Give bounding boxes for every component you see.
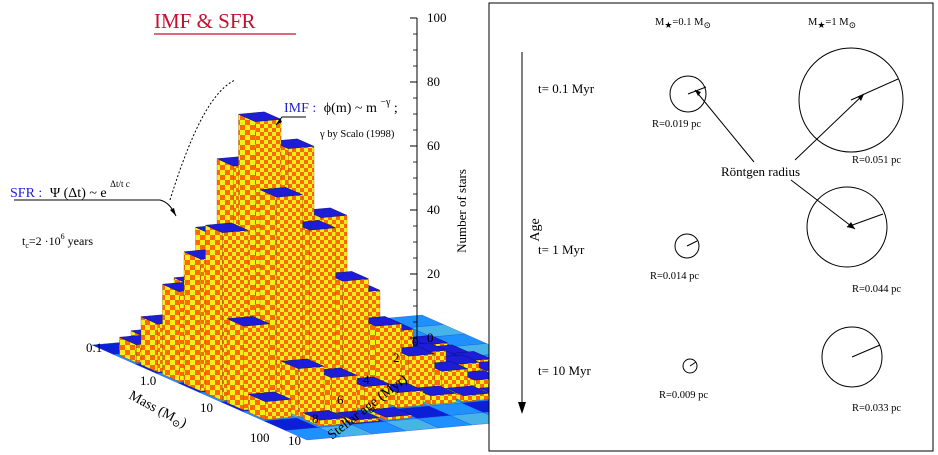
circle-large-10myr (821, 326, 883, 388)
z-tick-label: 0 (427, 330, 434, 345)
age-tick-label: 4 (363, 372, 370, 387)
age-tick-label: 8 (312, 411, 319, 426)
circle-small-1myr (674, 233, 700, 259)
age-tick-label: 0 (412, 334, 419, 349)
histogram-bar (412, 385, 457, 405)
radius-label-small-1myr: R=0.014 pc (650, 271, 699, 282)
roentgen-panel: M★=0.1 M⊙ M★=1 M⊙ Age t= 0.1 Myr t= 1 My… (488, 2, 934, 452)
histogram-bar (247, 391, 292, 420)
imf-prefix: IMF : (284, 101, 316, 116)
age-tick-label: 6 (337, 392, 344, 407)
z-axis-ticks: 0 20 40 60 80 100 (410, 10, 447, 345)
mass-tick-label: 100 (250, 430, 270, 445)
z-axis-label: Number of stars (454, 169, 469, 253)
mass-tick-label: 10 (200, 400, 213, 415)
row-label-10myr: t= 10 Myr (538, 363, 592, 378)
mass-axis-ticks: 0.1 1.0 10 100 (86, 340, 270, 445)
imf-note: γ by Scalo (1998) (319, 129, 395, 140)
roentgen-pointer-large-top (794, 93, 865, 161)
age-label: Age (528, 218, 543, 241)
histogram-bars (118, 111, 535, 427)
sfr-formula: Ψ (Δt) ~ e (50, 186, 107, 201)
age-axis-ticks: 02 4 6 8 10 (288, 334, 419, 448)
radius-label-small-0.1myr: R=0.019 pc (652, 119, 701, 130)
radius-label-large-10myr: R=0.033 pc (852, 403, 901, 414)
row-label-0.1myr: t= 0.1 Myr (538, 81, 595, 96)
circle-large-0.1myr (798, 47, 904, 153)
circle-large-1myr (806, 186, 888, 268)
imf-annotation: IMF : ϕ(m) ~ m −γ ; γ by Scalo (1998) (275, 94, 398, 140)
imf-exponent: −γ (380, 97, 391, 108)
sfr-exponent: Δt/t c (110, 179, 130, 189)
svg-text:SFR : Ψ (Δt) ~ e: SFR : Ψ (Δt) ~ e Δt/t c (10, 179, 130, 201)
roentgen-pointer-small (694, 89, 755, 163)
z-tick-label: 80 (427, 74, 440, 89)
z-tick-label: 20 (427, 266, 440, 281)
mass-axis-label: Mass (M⊙) (125, 388, 189, 433)
roentgen-pointer-large-mid (790, 179, 856, 230)
histogram-bar (226, 316, 271, 411)
histogram-bar (259, 187, 304, 408)
radius-label-small-10myr: R=0.009 pc (659, 390, 708, 401)
radius-label-large-1myr: R=0.044 pc (852, 284, 901, 295)
sfr-pointer (14, 199, 177, 217)
z-tick-label: 100 (427, 10, 447, 25)
circle-small-0.1myr (669, 75, 707, 113)
circle-small-10myr (682, 358, 698, 374)
z-tick-label: 60 (427, 138, 440, 153)
right-frame (488, 2, 934, 452)
radius-label-large-0.1myr: R=0.051 pc (852, 155, 901, 166)
age-tick-label: 2 (393, 350, 400, 365)
column-header-small: M★=0.1 M⊙ (655, 17, 711, 30)
imf-formula: ϕ(m) ~ m (324, 101, 377, 116)
tc-annotation: tc=2 ·106 years (22, 232, 93, 250)
sfr-annotation: SFR : Ψ (Δt) ~ e Δt/t c (10, 179, 177, 217)
age-arrow-head (518, 402, 526, 414)
histogram-bar (368, 407, 413, 421)
svg-text:IMF : ϕ(m) ~ m: IMF : ϕ(m) ~ m −γ ; (284, 94, 398, 116)
row-label-1myr: t= 1 Myr (538, 242, 585, 257)
roentgen-label: Röntgen radius (721, 164, 800, 179)
left-title: IMF & SFR (154, 9, 256, 33)
z-tick-label: 40 (427, 202, 440, 217)
imf-curve (169, 79, 236, 201)
mass-tick-label: 0.1 (86, 340, 102, 355)
histogram-bar (302, 410, 347, 427)
imf-suffix: ; (394, 101, 398, 116)
mass-tick-label: 1.0 (140, 373, 156, 388)
column-header-large: M★=1 M⊙ (808, 17, 856, 30)
sfr-prefix: SFR : (10, 186, 42, 201)
age-tick-label: 10 (288, 433, 301, 448)
